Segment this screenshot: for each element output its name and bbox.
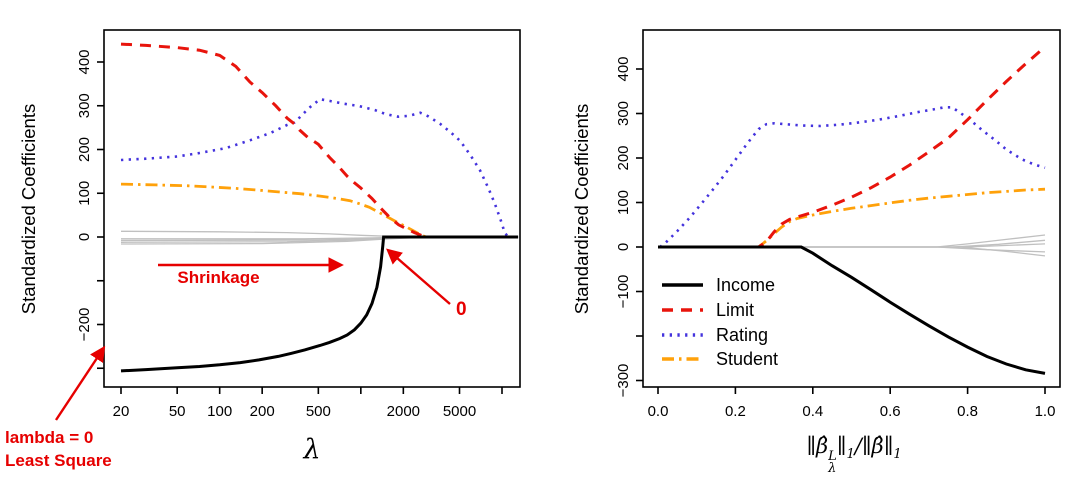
left-series-student <box>120 182 519 239</box>
left-x-tick-label: 100 <box>207 403 232 420</box>
left-series-rating <box>120 97 519 239</box>
left-series-income <box>120 235 519 373</box>
legend-label-rating: Rating <box>716 325 768 345</box>
right-x-tick-label: 0.0 <box>648 403 669 420</box>
sub-lambda: λ <box>828 461 837 477</box>
left-series-limit <box>120 42 519 239</box>
shrinkage-annotation: Shrinkage <box>177 268 260 287</box>
left-plot-frame <box>103 29 521 388</box>
right-series-other-gray-5 <box>658 246 1046 257</box>
left-x-tick-label: 50 <box>169 403 186 420</box>
norm-close: ∥ <box>836 434 847 458</box>
right-y-axis-title: Standardized Coefficients <box>571 103 592 315</box>
right-plot-frame <box>642 29 1061 388</box>
zero-annotation: 0 <box>456 299 467 320</box>
legend-label-limit: Limit <box>716 300 754 320</box>
right-x-tick-label: 0.4 <box>802 403 823 420</box>
right-x-tick-label: 0.2 <box>725 403 746 420</box>
left-x-tick-label: 20 <box>113 403 130 420</box>
legend-label-student: Student <box>716 349 778 369</box>
right-y-tick-label: 300 <box>615 101 632 126</box>
left-x-tick-label: 500 <box>306 403 331 420</box>
right-series-student <box>658 187 1046 249</box>
right-y-tick-label: 100 <box>615 190 632 215</box>
sub-one-a: 1 <box>846 447 855 463</box>
left-y-tick-label: 400 <box>76 49 93 74</box>
right-y-tick-label: 400 <box>615 56 632 81</box>
left-y-tick-label: 200 <box>76 137 93 162</box>
lambda-zero-line1: lambda = 0 <box>5 428 94 447</box>
left-x-tick-label: 2000 <box>387 403 420 420</box>
left-y-tick-label: −200 <box>76 308 93 342</box>
right-series-income <box>658 245 1046 375</box>
left-y-tick-label: 100 <box>76 181 93 206</box>
norm-beta-full: /∥β̂∥ <box>854 434 894 458</box>
lambda-zero-arrow <box>54 345 106 421</box>
right-y-tick-label: 0 <box>615 243 632 251</box>
right-x-tick-label: 0.8 <box>957 403 978 420</box>
right-series-rating <box>659 106 1046 249</box>
right-y-tick-label: −300 <box>615 364 632 398</box>
left-x-axis-title: λ <box>303 434 321 465</box>
left-x-tick-label: 5000 <box>443 403 476 420</box>
right-x-tick-label: 0.6 <box>880 403 901 420</box>
left-x-tick-label: 200 <box>250 403 275 420</box>
lambda-zero-line2: Least Square <box>5 451 112 470</box>
sub-one-b: 1 <box>893 447 902 463</box>
left-y-tick-label: 300 <box>76 93 93 118</box>
norm-beta-lasso: ∥β̂ <box>806 434 829 458</box>
right-y-tick-label: −100 <box>615 275 632 309</box>
zero-arrow <box>386 248 451 305</box>
lambda-zero-annotation: lambda = 0 Least Square <box>5 426 112 472</box>
right-series-limit <box>658 45 1046 249</box>
sup-L: L <box>828 449 837 464</box>
left-y-tick-label: 0 <box>76 233 93 241</box>
legend-label-income: Income <box>716 275 775 295</box>
left-y-axis-title: Standardized Coefficients <box>18 103 39 315</box>
right-y-tick-label: 200 <box>615 145 632 170</box>
right-x-tick-label: 1.0 <box>1035 403 1056 420</box>
